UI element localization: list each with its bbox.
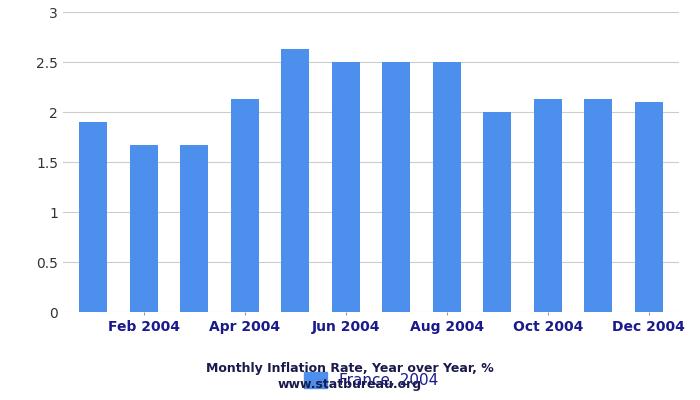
Bar xyxy=(79,122,107,312)
Text: Monthly Inflation Rate, Year over Year, %: Monthly Inflation Rate, Year over Year, … xyxy=(206,362,494,375)
Bar xyxy=(635,102,663,312)
Bar xyxy=(231,99,259,312)
Bar xyxy=(433,62,461,312)
Bar xyxy=(181,145,208,312)
Text: www.statbureau.org: www.statbureau.org xyxy=(278,378,422,391)
Legend: France, 2004: France, 2004 xyxy=(298,366,444,394)
Bar xyxy=(382,62,410,312)
Bar xyxy=(584,99,612,312)
Bar xyxy=(281,49,309,312)
Bar xyxy=(332,62,360,312)
Bar xyxy=(534,99,561,312)
Bar xyxy=(483,112,511,312)
Bar xyxy=(130,145,158,312)
